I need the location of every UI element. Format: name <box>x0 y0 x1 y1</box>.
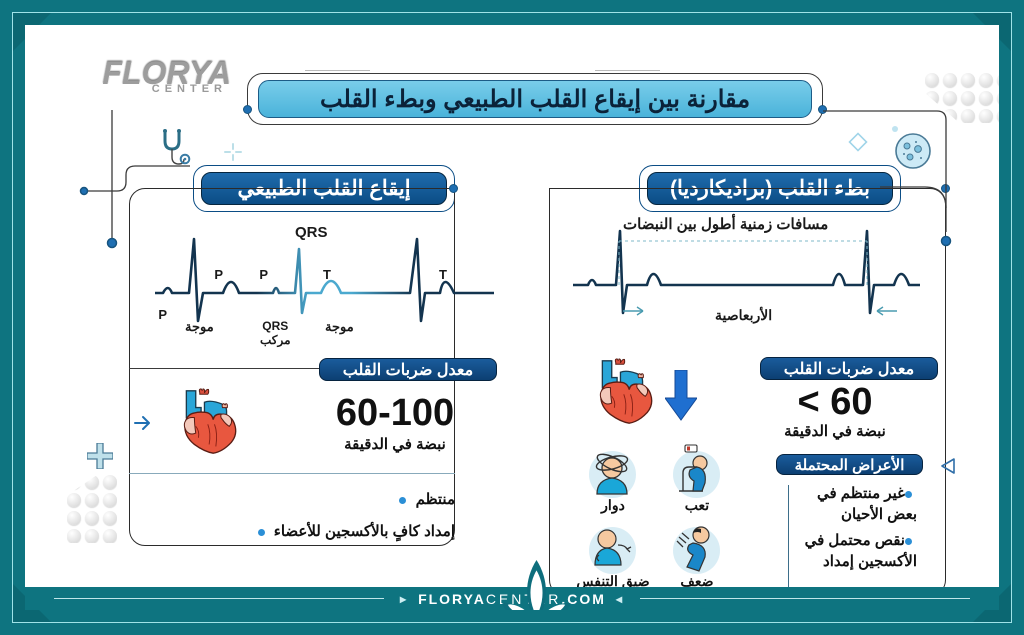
svg-text:P: P <box>259 267 268 282</box>
svg-text:P: P <box>214 267 223 282</box>
svg-text:T: T <box>439 267 447 282</box>
svg-text:T: T <box>323 267 331 282</box>
svg-text:P: P <box>158 307 167 322</box>
